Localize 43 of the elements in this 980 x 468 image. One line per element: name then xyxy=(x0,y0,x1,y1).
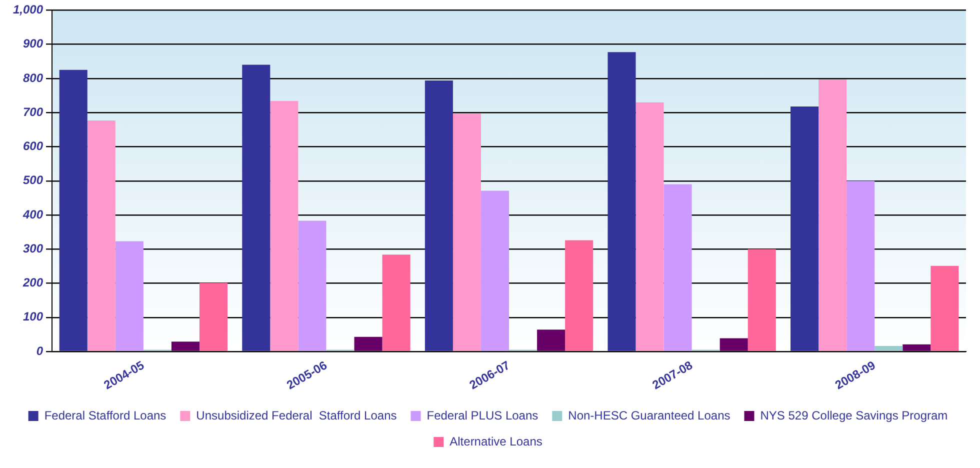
bar xyxy=(199,282,228,351)
bar xyxy=(354,336,382,351)
y-tick-label: 700 xyxy=(23,104,44,119)
bar xyxy=(636,102,664,351)
legend-label: Federal PLUS Loans xyxy=(426,408,538,422)
legend-label: Federal Stafford Loans xyxy=(44,408,166,422)
bar xyxy=(818,79,847,351)
bar xyxy=(270,100,298,351)
bar xyxy=(452,114,481,351)
bar xyxy=(565,240,594,351)
y-tick-label: 100 xyxy=(23,310,44,324)
bar xyxy=(242,64,270,351)
bar xyxy=(115,241,144,351)
bar xyxy=(608,52,636,351)
bar xyxy=(720,338,748,351)
bar xyxy=(424,80,453,351)
y-tick-label: 300 xyxy=(23,241,44,256)
y-tick-label: 900 xyxy=(23,36,44,51)
bar xyxy=(664,184,692,351)
y-tick-label: 200 xyxy=(22,276,44,290)
legend-label: NYS 529 College Savings Program xyxy=(760,408,948,422)
y-tick-label: 1,000 xyxy=(13,2,44,17)
y-tick-label: 600 xyxy=(23,139,44,154)
bar xyxy=(382,254,410,351)
bar xyxy=(537,330,566,351)
bar xyxy=(87,120,116,351)
bar xyxy=(902,344,931,351)
bar xyxy=(790,106,819,351)
legend-label: Non-HESC Guaranteed Loans xyxy=(568,408,730,422)
bar xyxy=(874,346,903,351)
bar xyxy=(298,220,326,351)
bar xyxy=(748,249,776,351)
legend-label: Unsubsidized Federal Stafford Loans xyxy=(196,408,397,422)
y-tick-label: 800 xyxy=(23,70,44,85)
bar xyxy=(480,190,510,351)
y-tick-label: 500 xyxy=(23,173,44,188)
y-tick-label: 0 xyxy=(36,344,44,358)
legend-label: Alternative Loans xyxy=(450,434,542,448)
bar xyxy=(59,70,88,351)
bar xyxy=(930,266,959,351)
bar xyxy=(846,180,875,351)
bar xyxy=(171,342,200,351)
y-tick-label: 400 xyxy=(22,207,44,222)
